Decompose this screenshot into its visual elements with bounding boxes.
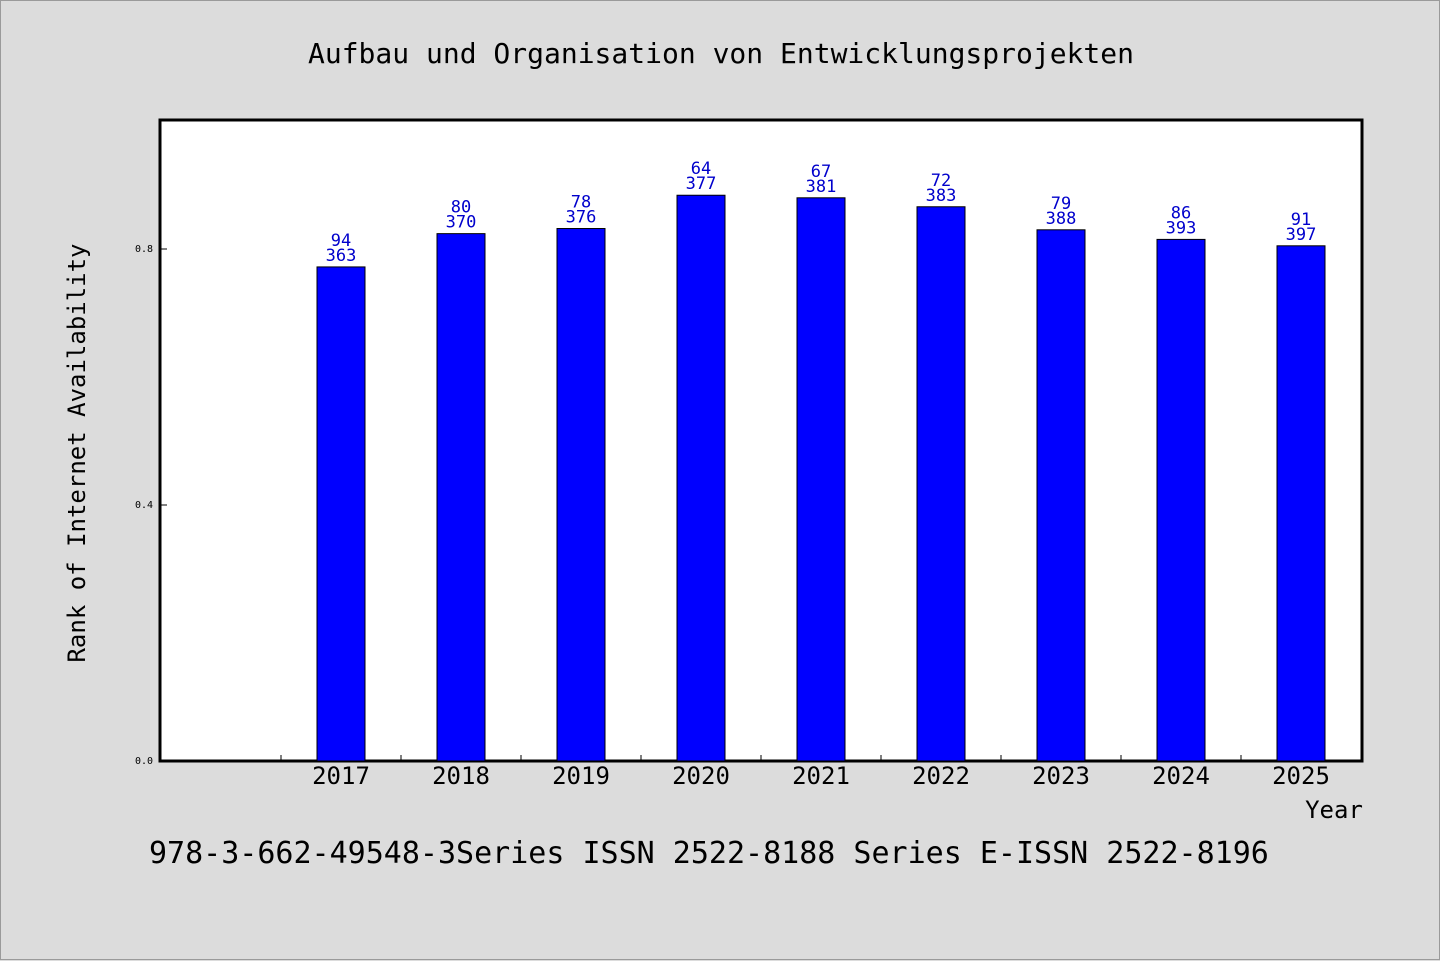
x-tick-label-2023: 2023 [1032, 762, 1090, 790]
y-tick-label-0.4: 0.4 [135, 500, 153, 511]
data-label-bottom-2018: 370 [446, 213, 477, 233]
x-tick-label-2021: 2021 [792, 762, 850, 790]
data-label-top-2024: 86 [1171, 203, 1191, 223]
data-label-bottom-2023: 388 [1046, 209, 1077, 229]
bar-2025 [1276, 245, 1326, 762]
data-label-bottom-2024: 393 [1166, 218, 1197, 238]
bar-2021 [796, 197, 846, 762]
footer-isbn-text: 978-3-662-49548-3Series ISSN 2522-8188 S… [149, 836, 1269, 871]
x-tick-label-2025: 2025 [1272, 762, 1330, 790]
data-label-top-2025: 91 [1291, 210, 1311, 230]
data-label-top-2021: 67 [811, 162, 831, 182]
data-label-bottom-2017: 363 [326, 246, 357, 266]
data-label-bottom-2019: 376 [566, 208, 597, 228]
data-label-top-2022: 72 [931, 171, 951, 191]
data-label-bottom-2021: 381 [806, 177, 837, 197]
y-tick-label-0.8: 0.8 [135, 244, 153, 255]
bar-2018 [436, 233, 486, 762]
chart-title: Aufbau und Organisation von Entwicklungs… [308, 37, 1134, 70]
bar-2017 [316, 266, 366, 762]
data-label-top-2018: 80 [451, 198, 471, 218]
x-tick-label-2020: 2020 [672, 762, 730, 790]
x-tick-label-2024: 2024 [1152, 762, 1210, 790]
x-tick-label-2019: 2019 [552, 762, 610, 790]
bar-2024 [1156, 238, 1206, 762]
x-tick-label-2022: 2022 [912, 762, 970, 790]
x-axis-label: Year [1305, 796, 1363, 824]
y-tick-labels: 0.0 0.4 0.8 [135, 244, 153, 767]
bar-2022 [916, 206, 966, 762]
bar-2020 [676, 194, 726, 762]
axis-ticks [161, 248, 1242, 762]
bars [316, 194, 1326, 762]
data-label-bottom-2020: 377 [686, 174, 717, 194]
x-tick-labels: 2017 2018 2019 2020 2021 2022 2023 2024 2025 [312, 762, 1330, 790]
x-tick-label-2017: 2017 [312, 762, 370, 790]
data-label-top-2019: 78 [571, 193, 591, 213]
y-tick-label-0.0: 0.0 [135, 756, 153, 767]
bar-2019 [556, 228, 606, 762]
bar-2023 [1036, 229, 1086, 762]
y-axis-label: Rank of Internet Availability [63, 243, 91, 662]
x-tick-label-2018: 2018 [432, 762, 490, 790]
data-label-top-2023: 79 [1051, 194, 1071, 214]
data-label-bottom-2022: 383 [926, 186, 957, 206]
data-label-bottom-2025: 397 [1286, 225, 1317, 245]
data-label-top-2020: 64 [691, 159, 711, 179]
data-label-top-2017: 94 [331, 231, 351, 251]
